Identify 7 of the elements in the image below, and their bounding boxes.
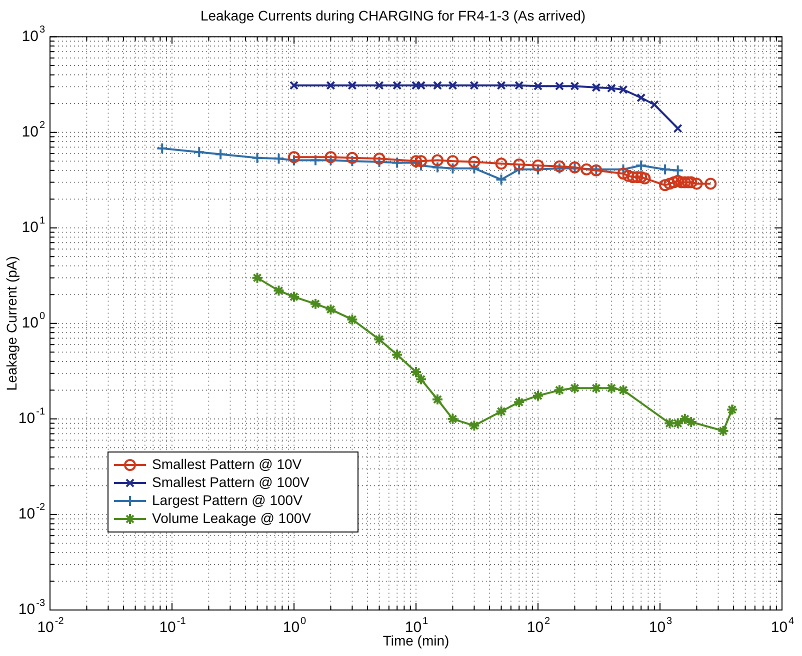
legend-label: Volume Leakage @ 100V xyxy=(152,510,312,526)
y-axis-title: Leakage Current (pA) xyxy=(3,256,20,391)
legend-label: Smallest Pattern @ 100V xyxy=(152,474,310,490)
x-axis-title: Time (min) xyxy=(382,632,450,648)
chart-title: Leakage Currents during CHARGING for FR4-1-3 (As arrived) xyxy=(200,7,586,24)
legend-label: Largest Pattern @ 100V xyxy=(152,492,304,508)
legend-label: Smallest Pattern @ 10V xyxy=(152,456,302,472)
